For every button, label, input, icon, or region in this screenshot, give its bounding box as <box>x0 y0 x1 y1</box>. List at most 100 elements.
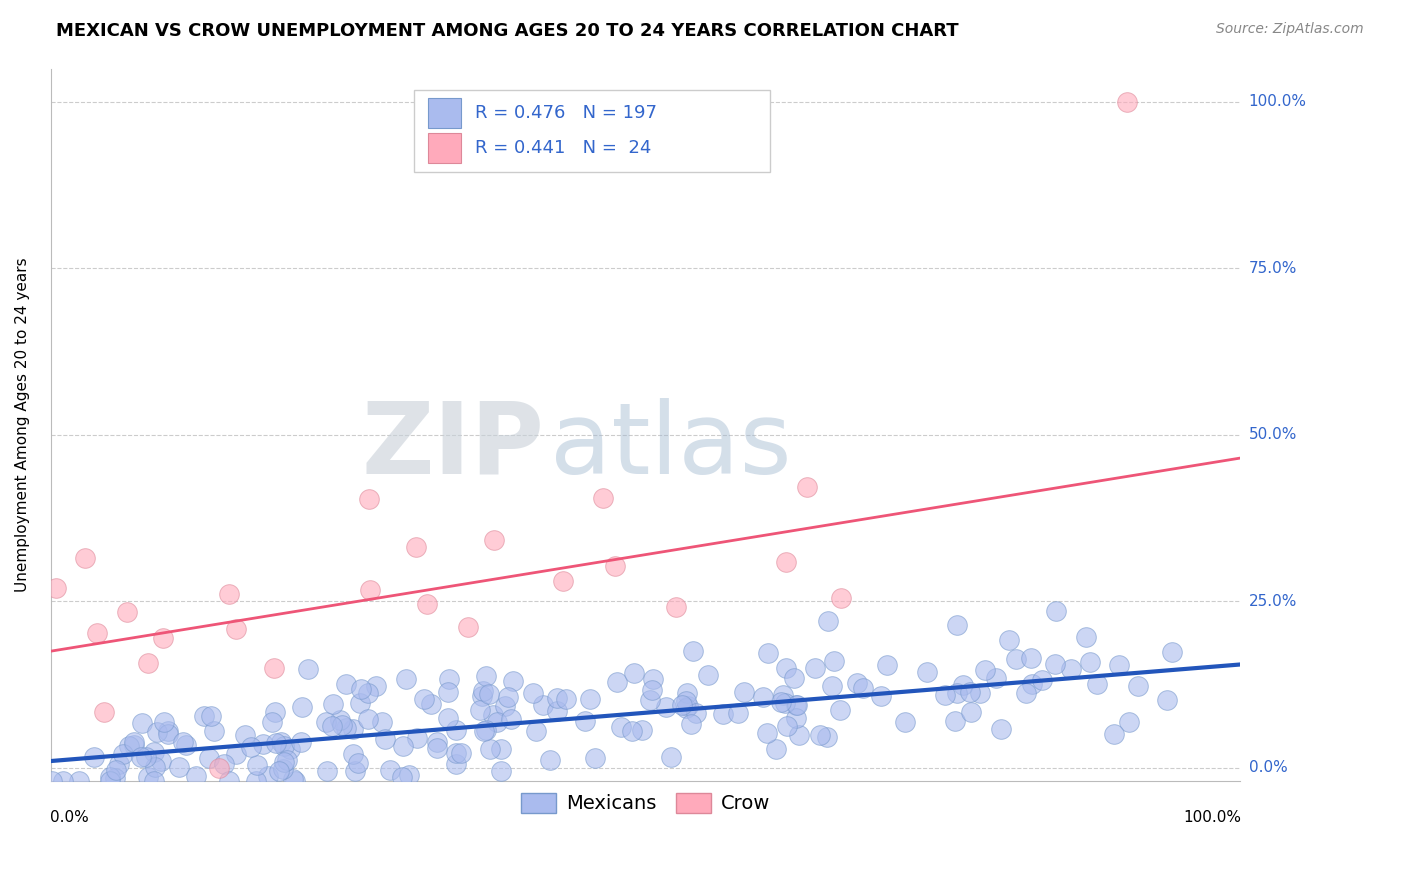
Point <box>184 769 207 783</box>
Point <box>815 730 838 744</box>
FancyBboxPatch shape <box>427 98 461 128</box>
Point <box>200 709 222 723</box>
Point <box>482 533 505 547</box>
Text: 100.0%: 100.0% <box>1184 810 1241 824</box>
Point <box>86 626 108 640</box>
Point <box>446 756 468 771</box>
Point <box>785 698 807 712</box>
Point <box>945 617 967 632</box>
Point <box>876 657 898 672</box>
Text: R = 0.476   N = 197: R = 0.476 N = 197 <box>475 104 658 122</box>
Point <box>478 687 501 701</box>
Text: 75.0%: 75.0% <box>1249 260 1296 276</box>
Point <box>264 705 287 719</box>
Point <box>266 736 288 750</box>
Point <box>470 703 492 717</box>
Point <box>1085 677 1108 691</box>
Point <box>450 746 472 760</box>
Point <box>828 703 851 717</box>
Point <box>246 758 269 772</box>
Point <box>197 750 219 764</box>
Point <box>202 724 225 739</box>
Point <box>952 678 974 692</box>
Legend: Mexicans, Crow: Mexicans, Crow <box>513 785 778 822</box>
Point <box>143 745 166 759</box>
Point <box>437 672 460 686</box>
Point <box>392 739 415 753</box>
Point <box>112 747 135 761</box>
Point <box>773 696 796 710</box>
Point <box>335 677 357 691</box>
Point <box>1021 676 1043 690</box>
Point <box>783 671 806 685</box>
Point <box>986 671 1008 685</box>
Point <box>804 660 827 674</box>
Point <box>682 644 704 658</box>
Point <box>235 728 257 742</box>
Point <box>821 680 844 694</box>
Point <box>444 723 467 737</box>
Point <box>524 724 547 739</box>
Point <box>489 742 512 756</box>
Point <box>810 727 832 741</box>
Point <box>630 723 652 737</box>
Point <box>1116 95 1139 109</box>
Point <box>52 774 75 789</box>
Point <box>405 540 427 554</box>
Point <box>579 691 602 706</box>
Point <box>344 764 367 779</box>
Point <box>135 750 157 764</box>
Point <box>946 686 969 700</box>
Point <box>471 689 494 703</box>
Point <box>772 688 794 702</box>
Point <box>727 706 749 720</box>
Point <box>315 714 337 729</box>
Point <box>756 646 779 660</box>
Point <box>479 742 502 756</box>
Point <box>475 669 498 683</box>
Point <box>592 491 614 505</box>
Y-axis label: Unemployment Among Ages 20 to 24 years: Unemployment Among Ages 20 to 24 years <box>15 258 30 592</box>
Point <box>406 731 429 746</box>
Point <box>391 770 413 784</box>
Point <box>775 661 797 675</box>
Point <box>271 762 294 776</box>
Point <box>486 714 509 729</box>
Point <box>1156 693 1178 707</box>
Point <box>174 738 197 752</box>
Point <box>641 683 664 698</box>
Point <box>297 662 319 676</box>
Point <box>398 768 420 782</box>
Point <box>329 713 352 727</box>
Point <box>73 551 96 566</box>
Point <box>276 753 298 767</box>
Point <box>122 735 145 749</box>
Point <box>316 764 339 778</box>
Text: MEXICAN VS CROW UNEMPLOYMENT AMONG AGES 20 TO 24 YEARS CORRELATION CHART: MEXICAN VS CROW UNEMPLOYMENT AMONG AGES … <box>56 22 959 40</box>
Point <box>765 741 787 756</box>
Point <box>136 770 159 784</box>
Point <box>321 719 343 733</box>
Point <box>1128 679 1150 693</box>
Point <box>675 701 697 715</box>
Point <box>347 756 370 771</box>
Point <box>606 675 628 690</box>
Point <box>208 761 231 775</box>
Point <box>273 755 295 769</box>
Text: Source: ZipAtlas.com: Source: ZipAtlas.com <box>1216 22 1364 37</box>
Point <box>108 757 131 772</box>
Point <box>1005 652 1028 666</box>
Point <box>290 735 312 749</box>
Point <box>475 723 498 737</box>
Point <box>960 705 983 719</box>
Point <box>776 719 799 733</box>
Point <box>256 769 278 783</box>
Point <box>342 747 364 762</box>
Point <box>1076 630 1098 644</box>
Point <box>436 684 458 698</box>
Point <box>1078 655 1101 669</box>
Text: R = 0.441   N =  24: R = 0.441 N = 24 <box>475 139 652 157</box>
Point <box>273 739 295 753</box>
Point <box>115 605 138 619</box>
Point <box>67 774 90 789</box>
